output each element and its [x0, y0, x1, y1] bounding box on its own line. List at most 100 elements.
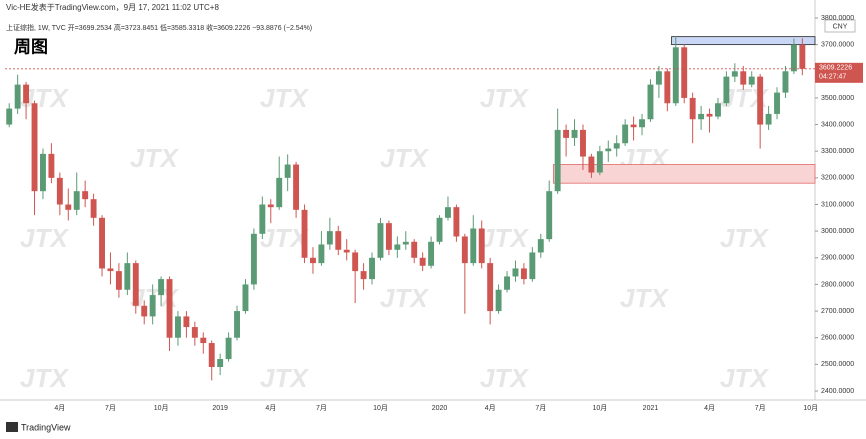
y-tick-label: 3000.0000	[821, 228, 854, 235]
candle-body	[99, 217, 105, 269]
candle-body	[512, 268, 519, 277]
candle-body	[90, 199, 97, 218]
y-tick-label: 2900.0000	[821, 255, 854, 262]
candle-body	[360, 271, 367, 280]
candle-body	[208, 343, 215, 368]
candle-body	[175, 316, 181, 338]
candle-body	[436, 217, 443, 242]
candle-body	[149, 295, 156, 317]
candle-body	[124, 263, 131, 290]
candle-body	[537, 239, 544, 253]
x-tick-label: 7月	[105, 404, 116, 412]
candle-body	[14, 84, 21, 109]
candle-body	[73, 191, 80, 210]
candle-body	[326, 231, 333, 245]
candle-body	[706, 113, 713, 117]
header-info: Vic-HE发表于TradingView.com，9月 17, 2021 11:…	[6, 2, 219, 12]
candle-body	[31, 103, 38, 192]
candle-body	[132, 263, 139, 306]
candle-body	[504, 276, 510, 290]
candle-body	[141, 305, 148, 317]
candle-body	[234, 311, 240, 338]
y-tick-label: 3100.0000	[821, 201, 854, 208]
candle-body	[647, 84, 654, 120]
candle-body	[377, 223, 384, 258]
candle-body	[445, 207, 451, 218]
candle-body	[242, 284, 249, 312]
candle-body	[495, 289, 502, 312]
x-tick-label: 2021	[643, 405, 659, 412]
watermark: JTX	[260, 83, 309, 113]
candle-body	[715, 103, 721, 117]
x-tick-label: 2019	[212, 405, 228, 412]
candle-body	[478, 228, 485, 264]
candle-body	[267, 204, 274, 208]
x-tick-label: 4月	[54, 404, 65, 412]
x-tick-label: 4月	[265, 404, 276, 412]
watermark: JTX	[20, 223, 69, 253]
candle-body	[276, 177, 283, 208]
candle-body	[310, 257, 316, 264]
candle-body	[82, 191, 89, 200]
x-tick-label: 7月	[316, 404, 327, 412]
candle-body	[672, 47, 679, 104]
watermarks: JTX JTX JTX JTX JTX JTX JTX JTX JTX JTX JTX JTX JTX J…	[20, 83, 769, 393]
candle-body	[385, 223, 392, 250]
candle-body	[554, 129, 561, 192]
candle-body	[191, 327, 198, 338]
candle-body	[757, 76, 764, 125]
candle-body	[698, 113, 705, 120]
candle-body	[723, 76, 730, 104]
candle-body	[65, 204, 72, 210]
watermark: JTX	[480, 223, 529, 253]
x-tick-label: 2020	[432, 405, 448, 412]
candle-body	[419, 257, 426, 266]
candle-body	[470, 228, 477, 264]
y-tick-label: 3700.0000	[821, 41, 854, 48]
candle-body	[411, 241, 418, 258]
candle-body	[765, 113, 772, 125]
currency-box	[824, 19, 856, 33]
x-tick-label: 10月	[592, 404, 607, 412]
candle-body	[613, 143, 620, 149]
candle-body	[689, 97, 696, 120]
candle-body	[681, 47, 688, 98]
candle-body	[664, 71, 671, 104]
watermark: JTX	[720, 363, 769, 393]
candle-body	[369, 257, 375, 280]
candle-body	[563, 129, 570, 138]
candle-body	[259, 204, 266, 234]
candle-body	[428, 241, 435, 266]
candle-body	[639, 119, 645, 128]
candle-body	[655, 71, 662, 85]
candle-body	[318, 244, 325, 264]
candle-body	[740, 71, 747, 85]
y-tick-label: 3500.0000	[821, 95, 854, 102]
watermark: JTX	[620, 283, 669, 313]
watermark: JTX	[720, 223, 769, 253]
currency: CNY	[833, 23, 848, 30]
candle-body	[596, 151, 603, 173]
watermark: JTX	[480, 83, 529, 113]
y-tick-label: 3800.0000	[821, 15, 854, 22]
chart-title: 周图	[14, 37, 48, 56]
candle-body	[402, 241, 409, 245]
candle-body	[48, 153, 55, 178]
candle-body	[352, 252, 359, 272]
candle-body	[774, 92, 780, 114]
candle-body	[571, 129, 578, 138]
last-price-label: 3609.2226	[819, 65, 852, 72]
zone	[553, 164, 816, 184]
y-tick-label: 2400.0000	[821, 388, 854, 395]
y-tick-label: 2500.0000	[821, 361, 854, 368]
y-tick-label: 3200.0000	[821, 175, 854, 182]
x-tick-label: 10月	[154, 404, 169, 412]
watermark: JTX	[130, 143, 179, 173]
candle-body	[217, 359, 224, 368]
watermark: JTX	[20, 363, 69, 393]
candle-body	[580, 129, 586, 157]
watermark: JTX	[260, 223, 309, 253]
candle-body	[461, 236, 468, 264]
